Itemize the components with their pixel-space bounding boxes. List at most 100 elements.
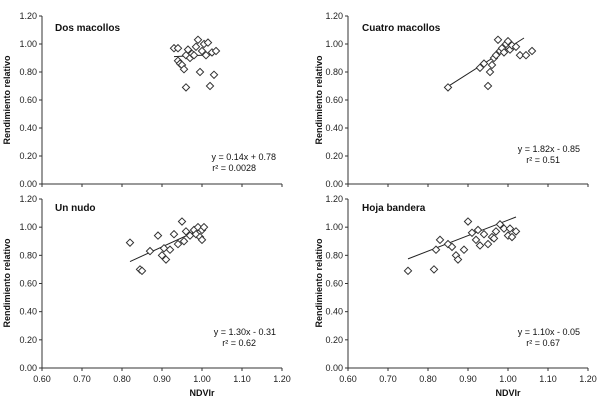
panel-4-data-point: [479, 229, 489, 239]
panel-1-data-point: [181, 83, 191, 92]
panel-4-data-point: [483, 239, 493, 249]
panel-1-y-tick-label: 1.00: [19, 39, 37, 49]
panel-4-r-squared: r² = 0.67: [526, 338, 560, 348]
panel-2-data-point: [503, 36, 513, 46]
panel-4-data-point: [495, 220, 505, 229]
panel-2-data-point: [475, 63, 485, 73]
panel-4-data-point: [507, 232, 517, 242]
panel-3-y-tick-label: 0.40: [19, 307, 37, 317]
panel-4-data-point: [475, 241, 485, 250]
panel-3-data-point: [199, 222, 209, 232]
panel-4-data-point: [459, 245, 469, 255]
panel-3-r-squared: r² = 0.62: [222, 338, 256, 348]
panel-3-x-tick-label: 1.20: [273, 374, 291, 384]
panel-3-title: Un nudo: [55, 203, 96, 214]
panel-3-data-point: [153, 231, 163, 240]
panel-3-x-tick-label: 1.10: [233, 374, 251, 384]
panel-4-data-point: [473, 225, 483, 235]
panel-3-data-point: [125, 238, 135, 247]
panel-3-y-tick-label: 0.20: [19, 335, 37, 345]
panel-4-data-point: [403, 266, 413, 276]
panel-1-data-point: [205, 81, 215, 91]
panel-4-y-axis-label: Rendimiento relativo: [314, 238, 324, 328]
panel-3-data-point: [173, 239, 183, 249]
panel-1-title: Dos macollos: [55, 23, 120, 34]
panel-4-data-point: [471, 235, 481, 245]
panel-3-data-point: [161, 255, 171, 264]
panel-1-data-point: [201, 50, 211, 60]
panel-1-y-tick-label: 0.60: [19, 95, 37, 105]
panel-2-data-point: [443, 83, 453, 92]
panel-1-data-point: [193, 35, 203, 45]
panel-2-title: Cuatro macollos: [362, 23, 441, 34]
panel-1-y-axis-label: Rendimiento relativo: [2, 55, 12, 145]
panel-1-r-squared: r² = 0.0028: [212, 163, 256, 173]
panel-4-data-point: [499, 224, 509, 233]
panel-3-y-tick-label: 0.00: [19, 363, 37, 373]
panel-1-y-tick-label: 0.80: [19, 67, 37, 77]
panel-4-y-tick-label: 0.00: [325, 363, 343, 373]
panel-1-y-tick-label: 0.40: [19, 123, 37, 133]
panel-1-data-point: [183, 45, 193, 54]
panel-4-data-point: [429, 265, 439, 274]
panel-3-x-tick-label: 0.60: [33, 374, 51, 384]
panel-2-equation: y = 1.82x - 0.85: [518, 144, 580, 154]
panel-3-data-point: [197, 235, 207, 245]
panel-2-y-tick-label: 1.20: [325, 11, 343, 21]
panel-3-y-tick-label: 0.60: [19, 279, 37, 289]
panel-4-data-point: [431, 245, 441, 255]
panel-4-data-point: [453, 255, 463, 264]
panel-4-x-tick-label: 1.20: [579, 374, 597, 384]
panel-4-y-tick-label: 0.20: [325, 335, 343, 345]
panel-2-y-tick-label: 0.60: [325, 95, 343, 105]
panel-1-data-point: [195, 67, 205, 77]
panel-2-data-point: [499, 48, 509, 57]
panel-3-data-point: [137, 266, 147, 276]
panel-3-y-axis-label: Rendimiento relativo: [2, 238, 12, 328]
panel-2-y-tick-label: 0.00: [325, 179, 343, 189]
panel-3-data-point: [157, 251, 167, 260]
panel-1-data-point: [209, 70, 219, 80]
panel-2-y-tick-label: 0.80: [325, 67, 343, 77]
panel-3-y-tick-label: 1.00: [19, 222, 37, 232]
panel-3-data-point: [145, 246, 155, 256]
panel-2-data-point: [483, 81, 493, 91]
panel-2-data-point: [479, 59, 489, 68]
panel-4-y-tick-label: 0.60: [325, 279, 343, 289]
panel-4-x-tick-label: 0.90: [459, 374, 477, 384]
panel-4-equation: y = 1.10x - 0.05: [518, 327, 580, 337]
panel-4-title: Hoja bandera: [362, 203, 426, 214]
panel-1-data-point: [211, 46, 221, 56]
panel-4-data-point: [463, 217, 473, 226]
panel-2-data-point: [485, 67, 495, 77]
panel-4-data-point: [467, 228, 477, 238]
panel-4-data-point: [511, 227, 521, 236]
panel-4-y-tick-label: 1.20: [325, 194, 343, 204]
panel-2-data-point: [491, 50, 501, 60]
panel-1-data-point: [173, 43, 183, 53]
panel-4-x-tick-label: 0.80: [419, 374, 437, 384]
panel-4-data-point: [447, 242, 457, 252]
panel-2-data-point: [515, 50, 525, 60]
panel-1-data-point: [189, 50, 199, 60]
panel-3-x-axis-label: NDVIr: [189, 388, 215, 398]
panel-2-data-point: [493, 35, 503, 45]
panel-3-data-point: [165, 245, 175, 255]
panel-1-data-point: [191, 42, 201, 52]
panel-1-data-point: [179, 64, 189, 74]
panel-2-data-point: [527, 46, 537, 56]
panel-4-x-axis-label: NDVIr: [495, 388, 521, 398]
panel-4-y-tick-label: 0.80: [325, 250, 343, 260]
panel-3-data-point: [159, 243, 169, 253]
panel-2-y-axis-label: Rendimiento relativo: [314, 55, 324, 145]
panel-4-y-tick-label: 1.00: [325, 222, 343, 232]
panel-1-y-tick-label: 0.00: [19, 179, 37, 189]
panel-1-y-tick-label: 0.20: [19, 151, 37, 161]
panel-1-data-point: [203, 38, 213, 47]
panel-3-y-tick-label: 1.20: [19, 194, 37, 204]
panel-4-data-point: [435, 235, 445, 245]
panel-2-y-tick-label: 0.20: [325, 151, 343, 161]
panel-3-x-tick-label: 1.00: [193, 374, 211, 384]
panel-2-data-point: [511, 42, 521, 52]
